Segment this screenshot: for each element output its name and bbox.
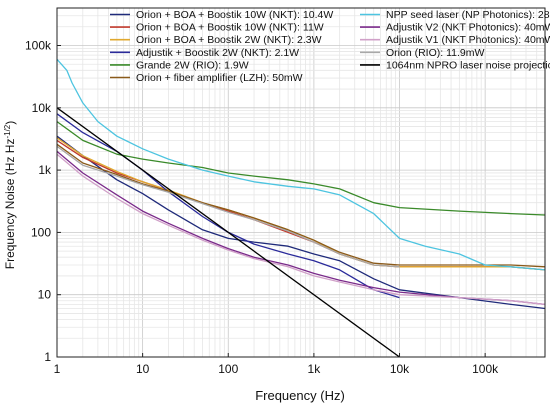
- legend-label-6: Orion + fiber amplifier (LZH): 50mW: [136, 72, 303, 84]
- x-tick-label: 1: [54, 362, 61, 376]
- legend-label-8: Adjustik V2 (NKT Photonics): 40mW: [386, 22, 550, 34]
- series-line-10: [56, 145, 400, 268]
- y-axis-label-sup: -1/2: [3, 124, 12, 138]
- legend-label-11: 1064nm NPRO laser noise projection: [386, 59, 550, 71]
- legend-label-2: Orion + BOA + Boostik 10W (NKT): 11W: [136, 22, 324, 34]
- y-tick-label: 1k: [38, 163, 52, 177]
- legend-label-7: NPP seed laser (NP Photonics): 28mW: [386, 9, 550, 21]
- x-tick-label: 1k: [308, 362, 322, 376]
- series-line-6: [56, 143, 546, 268]
- x-axis-label: Frequency (Hz): [255, 388, 345, 403]
- series-layer: [56, 58, 546, 358]
- x-tick-label: 100k: [472, 362, 499, 376]
- legend-label-9: Adjustik V1 (NKT Photonics): 40mW: [386, 34, 550, 46]
- x-tick-label: 100: [218, 362, 238, 376]
- legend-label-5: Grande 2W (RIO): 1.9W: [136, 59, 249, 71]
- y-axis-label-main: Frequency Noise (Hz Hz: [3, 139, 17, 270]
- y-tick-label: 10: [38, 288, 52, 302]
- y-tick-label: 1: [44, 350, 51, 364]
- x-ticks: 1 10 100 1k 10k 100k: [54, 353, 499, 376]
- y-ticks: 1 10 100 1k 10k 100k: [25, 39, 61, 364]
- series-line-8: [56, 150, 546, 306]
- y-axis-label-end: ): [3, 121, 17, 125]
- plot-frame: [56, 7, 546, 358]
- legend-label-4: Adjustik + Boostik 2W (NKT): 2.1W: [136, 47, 299, 59]
- legend-label-10: Orion (RIO): 11.9mW: [386, 47, 484, 59]
- series-line-1: [56, 135, 546, 310]
- y-tick-label: 100: [31, 225, 51, 239]
- grid: [56, 7, 546, 358]
- x-tick-label: 10: [136, 362, 150, 376]
- y-tick-label: 10k: [32, 101, 52, 115]
- legend-label-1: Orion + BOA + Boostik 10W (NKT): 10.4W: [136, 9, 333, 21]
- x-tick-label: 10k: [390, 362, 410, 376]
- series-line-5: [56, 121, 546, 216]
- series-line-11: [56, 107, 400, 358]
- legend-label-3: Orion + BOA + Boostik 2W (NKT): 2.3W: [136, 34, 322, 46]
- y-axis-label: Frequency Noise (Hz Hz-1/2): [3, 121, 17, 270]
- legend: Orion + BOA + Boostik 10W (NKT): 10.4WOr…: [110, 9, 550, 84]
- series-line-7: [56, 58, 546, 271]
- y-tick-label: 100k: [25, 39, 52, 53]
- series-line-9: [56, 153, 546, 306]
